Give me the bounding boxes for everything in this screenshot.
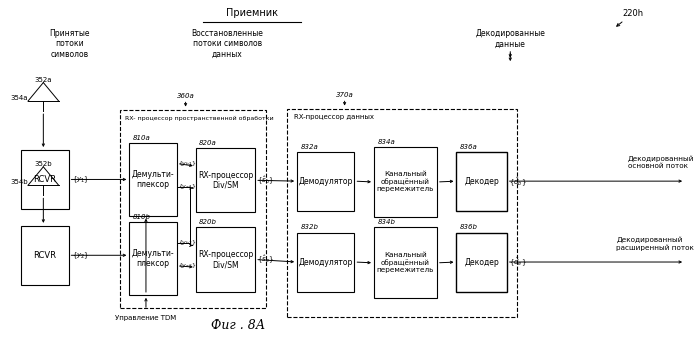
Text: RX- процессор пространственной обработки: RX- процессор пространственной обработки (125, 115, 274, 121)
Text: 810a: 810a (133, 135, 150, 141)
Text: $\{y_2\}$: $\{y_2\}$ (72, 250, 89, 261)
Text: RX-процессор
Div/SM: RX-процессор Div/SM (198, 171, 253, 190)
Text: $\{y_{b1}\}$: $\{y_{b1}\}$ (178, 159, 197, 168)
Bar (21, 150, 69, 209)
Bar (196, 227, 255, 292)
Text: Восстановленные
потоки символов
данных: Восстановленные потоки символов данных (192, 29, 263, 59)
Text: Демульти-
плексор: Демульти- плексор (132, 249, 174, 268)
Text: RCVR: RCVR (34, 251, 56, 260)
Text: 360a: 360a (177, 93, 194, 99)
Text: 820b: 820b (199, 219, 217, 225)
Text: Демодулятор: Демодулятор (298, 257, 353, 267)
Text: 832a: 832a (301, 144, 318, 150)
Text: 352a: 352a (34, 77, 52, 83)
Bar (129, 222, 177, 295)
Bar (120, 110, 266, 308)
Bar (456, 152, 507, 211)
Text: 836a: 836a (460, 144, 477, 150)
Text: $\{\hat{s}_e\}$: $\{\hat{s}_e\}$ (257, 253, 274, 266)
Bar (374, 147, 437, 217)
Text: 834a: 834a (377, 139, 395, 145)
Bar (297, 152, 354, 211)
Text: 370a: 370a (336, 92, 354, 98)
Text: $\{y_{e1}\}$: $\{y_{e1}\}$ (178, 182, 196, 191)
Text: 820a: 820a (199, 140, 217, 146)
Text: Демульти-
плексор: Демульти- плексор (132, 170, 174, 189)
Bar (21, 226, 69, 285)
Text: Декодированные
данные: Декодированные данные (475, 29, 545, 49)
Text: RX-процессор
Div/SM: RX-процессор Div/SM (198, 250, 253, 269)
Text: 810b: 810b (133, 214, 151, 220)
Bar (129, 143, 177, 216)
Text: Декодер: Декодер (464, 257, 499, 267)
Text: Демодулятор: Демодулятор (298, 177, 353, 186)
Text: Канальный
обращённый
перемежитель: Канальный обращённый перемежитель (377, 172, 434, 192)
Text: $\{y_1\}$: $\{y_1\}$ (72, 174, 89, 185)
Text: Декодированный
расширенный поток: Декодированный расширенный поток (617, 236, 694, 251)
Text: 832b: 832b (301, 224, 319, 231)
Text: $\{\hat{d}_b\}$: $\{\hat{d}_b\}$ (509, 175, 527, 188)
Text: Фиг . 8А: Фиг . 8А (210, 319, 265, 332)
Text: Декодер: Декодер (464, 177, 499, 186)
Text: 352b: 352b (34, 161, 52, 167)
Text: Принятые
потоки
символов: Принятые потоки символов (50, 29, 90, 59)
Bar (297, 233, 354, 292)
Text: 354b: 354b (10, 179, 28, 185)
Text: $\{\hat{d}_e\}$: $\{\hat{d}_e\}$ (509, 255, 526, 269)
Text: RX-процессор данных: RX-процессор данных (294, 114, 374, 120)
Bar (196, 148, 255, 212)
Text: RCVR: RCVR (34, 175, 56, 184)
Text: Канальный
обращённый
перемежитель: Канальный обращённый перемежитель (377, 252, 434, 273)
Text: 836b: 836b (460, 224, 478, 231)
Text: Декодированный
основной поток: Декодированный основной поток (628, 156, 694, 170)
Bar (456, 233, 507, 292)
Text: $\{y_{e2}\}$: $\{y_{e2}\}$ (178, 262, 196, 270)
Bar (374, 227, 437, 298)
Text: 834b: 834b (377, 219, 396, 225)
Text: $\{y_{b2}\}$: $\{y_{b2}\}$ (178, 238, 197, 247)
Text: 354a: 354a (10, 95, 28, 101)
Text: $\{\hat{s}_b\}$: $\{\hat{s}_b\}$ (257, 174, 274, 186)
Bar (287, 109, 517, 317)
Text: 220h: 220h (622, 9, 643, 18)
Text: Управление TDM: Управление TDM (115, 315, 177, 321)
Text: Приемник: Приемник (226, 8, 278, 19)
